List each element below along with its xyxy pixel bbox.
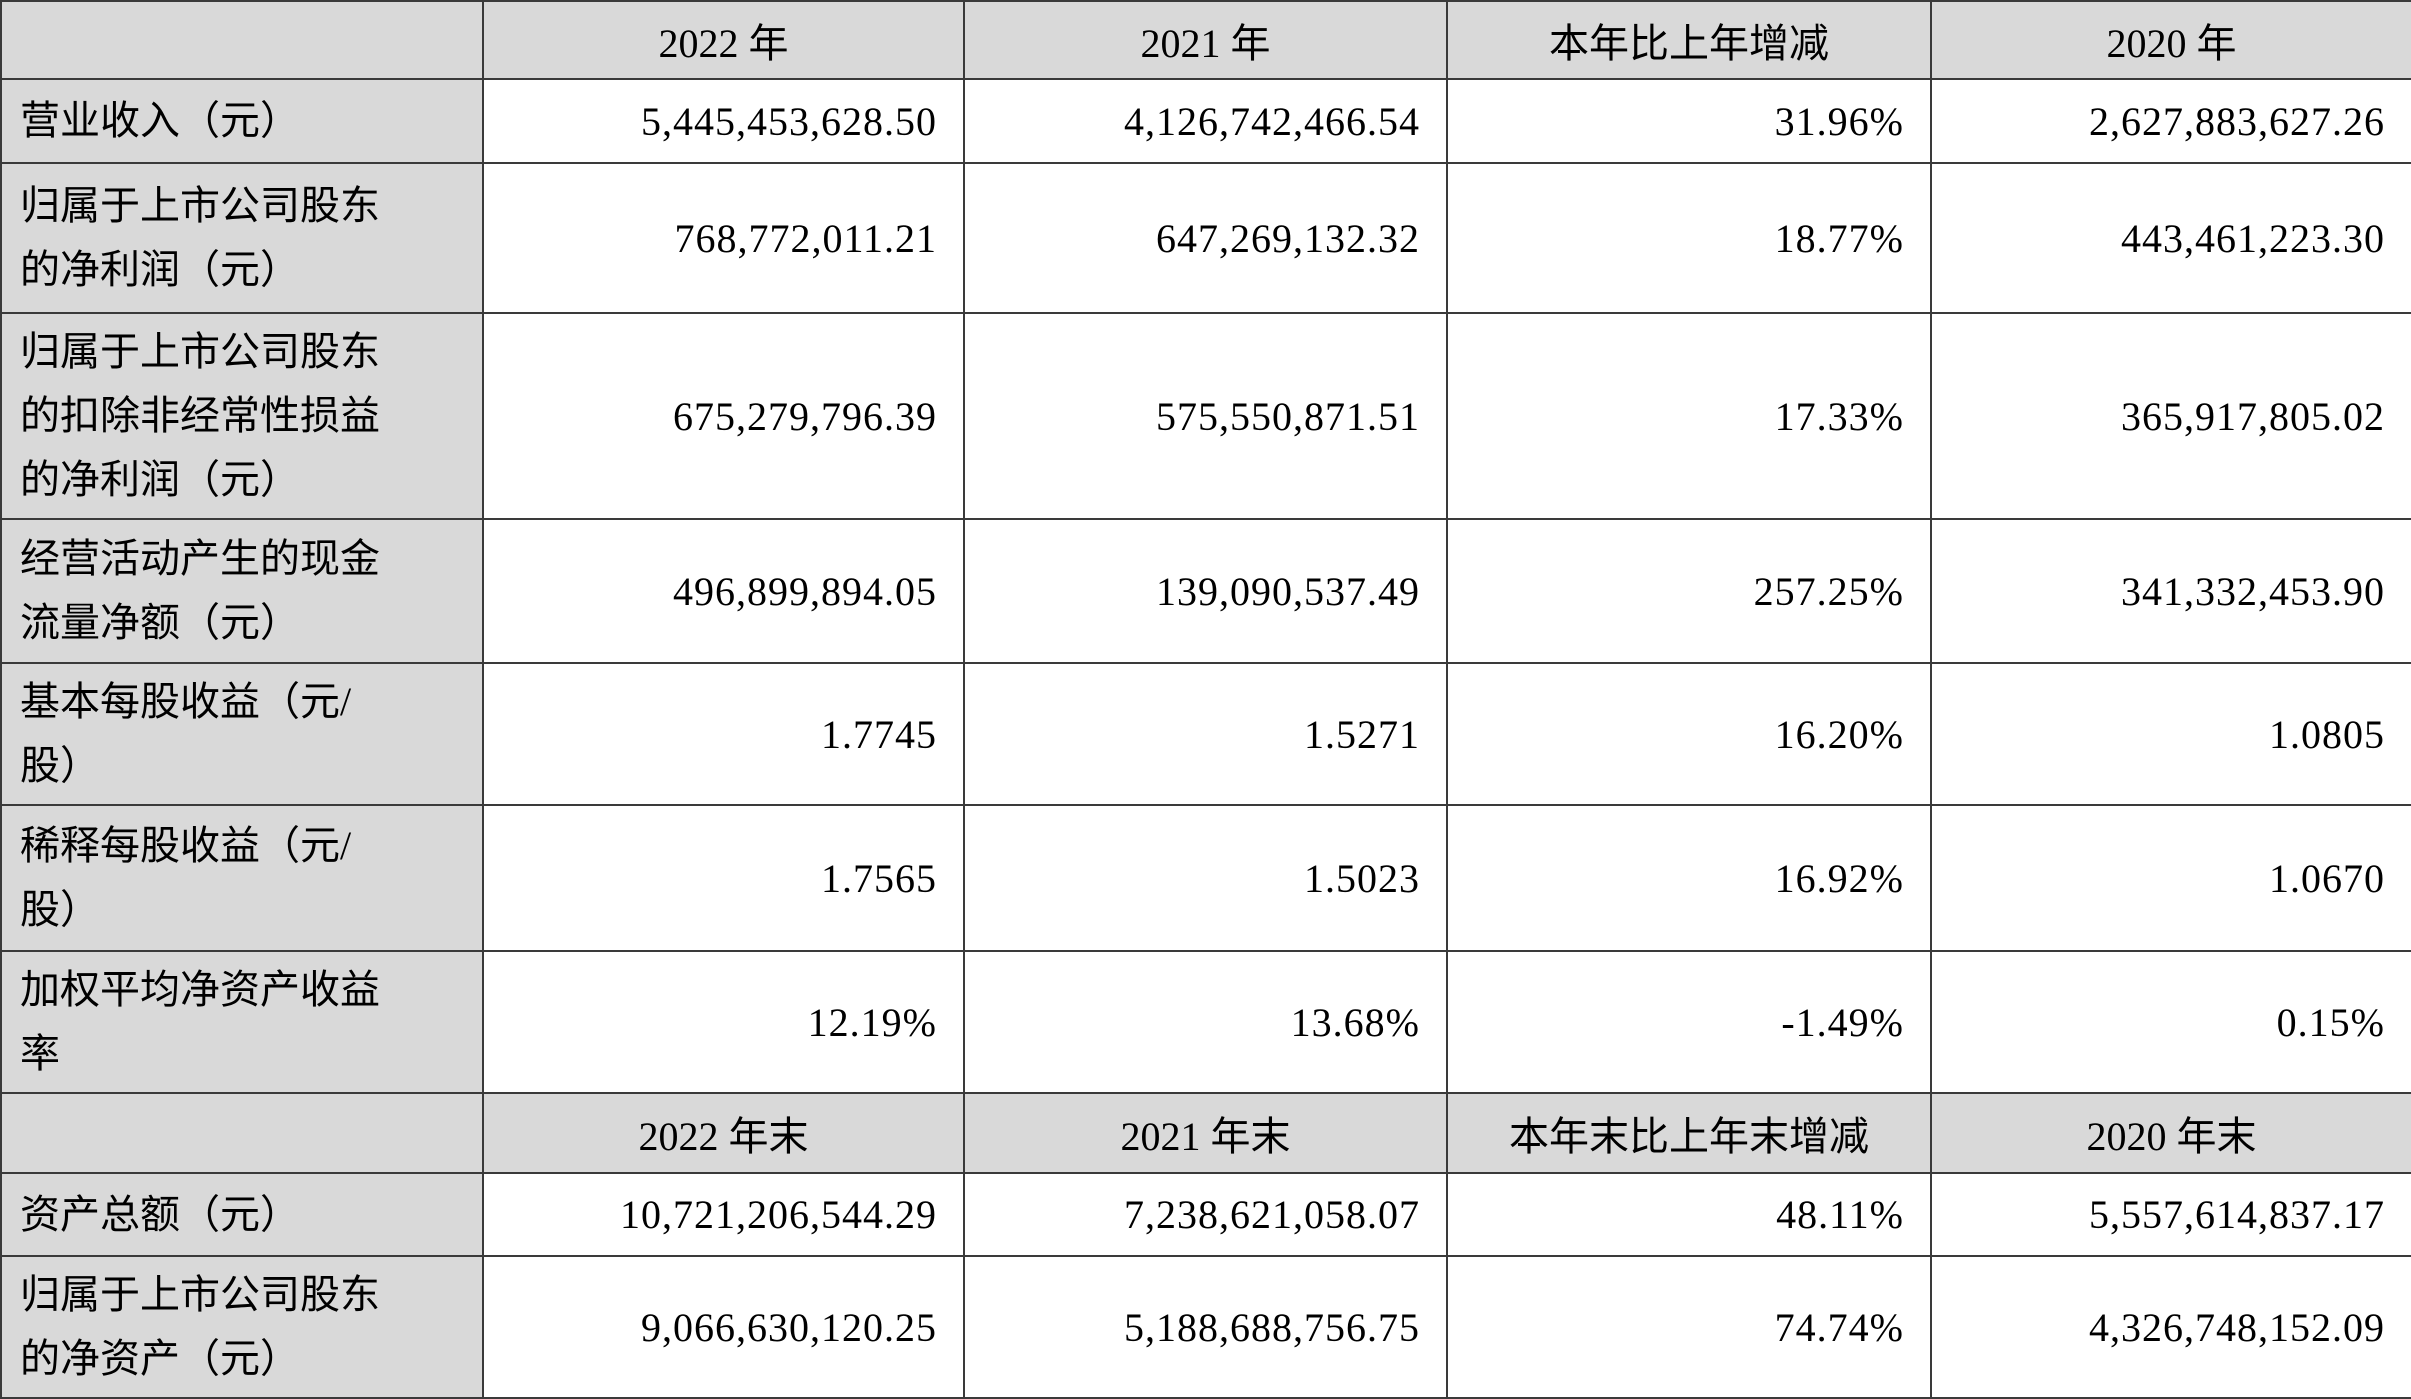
column-header-year-end-change: 本年末比上年末增减 xyxy=(1446,1092,1932,1174)
cell-value: 10,721,206,544.29 xyxy=(482,1172,965,1257)
cell-value: 496,899,894.05 xyxy=(482,518,965,664)
table-row-operating-cash-flow: 经营活动产生的现金流量净额（元） 496,899,894.05 139,090,… xyxy=(0,518,2411,664)
cell-value: 16.92% xyxy=(1446,804,1932,952)
cell-value: 18.77% xyxy=(1446,162,1932,314)
table-row-total-assets: 资产总额（元） 10,721,206,544.29 7,238,621,058.… xyxy=(0,1172,2411,1257)
column-header-2021: 2021 年 xyxy=(963,0,1448,80)
cell-value: 443,461,223.30 xyxy=(1930,162,2411,314)
cell-value: 7,238,621,058.07 xyxy=(963,1172,1448,1257)
cell-value: 1.7565 xyxy=(482,804,965,952)
header-blank-cell xyxy=(0,1092,484,1174)
table-row-net-profit-deducted: 归属于上市公司股东的扣除非经常性损益的净利润（元） 675,279,796.39… xyxy=(0,312,2411,520)
table-row-basic-eps: 基本每股收益（元/股） 1.7745 1.5271 16.20% 1.0805 xyxy=(0,662,2411,806)
cell-value: 16.20% xyxy=(1446,662,1932,806)
cell-value: 17.33% xyxy=(1446,312,1932,520)
cell-value: 575,550,871.51 xyxy=(963,312,1448,520)
cell-value: 139,090,537.49 xyxy=(963,518,1448,664)
header-row-annual: 2022 年 2021 年 本年比上年增减 2020 年 xyxy=(0,0,2411,80)
row-label: 经营活动产生的现金流量净额（元） xyxy=(0,518,484,664)
column-header-2022: 2022 年 xyxy=(482,0,965,80)
cell-value: 31.96% xyxy=(1446,78,1932,164)
header-blank-cell xyxy=(0,0,484,80)
cell-value: 768,772,011.21 xyxy=(482,162,965,314)
cell-value: 13.68% xyxy=(963,950,1448,1094)
cell-value: 1.5023 xyxy=(963,804,1448,952)
column-header-2020: 2020 年 xyxy=(1930,0,2411,80)
row-label: 稀释每股收益（元/股） xyxy=(0,804,484,952)
cell-value: 1.0670 xyxy=(1930,804,2411,952)
table-row-net-assets: 归属于上市公司股东的净资产（元） 9,066,630,120.25 5,188,… xyxy=(0,1255,2411,1399)
header-row-year-end: 2022 年末 2021 年末 本年末比上年末增减 2020 年末 xyxy=(0,1092,2411,1174)
table-row-revenue: 营业收入（元） 5,445,453,628.50 4,126,742,466.5… xyxy=(0,78,2411,164)
column-header-2022-end: 2022 年末 xyxy=(482,1092,965,1174)
column-header-2021-end: 2021 年末 xyxy=(963,1092,1448,1174)
cell-value: 365,917,805.02 xyxy=(1930,312,2411,520)
cell-value: 1.7745 xyxy=(482,662,965,806)
row-label: 基本每股收益（元/股） xyxy=(0,662,484,806)
cell-value: 675,279,796.39 xyxy=(482,312,965,520)
table-row-diluted-eps: 稀释每股收益（元/股） 1.7565 1.5023 16.92% 1.0670 xyxy=(0,804,2411,952)
cell-value: 341,332,453.90 xyxy=(1930,518,2411,664)
row-label: 归属于上市公司股东的扣除非经常性损益的净利润（元） xyxy=(0,312,484,520)
row-label: 加权平均净资产收益率 xyxy=(0,950,484,1094)
cell-value: 0.15% xyxy=(1930,950,2411,1094)
cell-value: 9,066,630,120.25 xyxy=(482,1255,965,1399)
table-row-net-profit: 归属于上市公司股东的净利润（元） 768,772,011.21 647,269,… xyxy=(0,162,2411,314)
table-row-weighted-roe: 加权平均净资产收益率 12.19% 13.68% -1.49% 0.15% xyxy=(0,950,2411,1094)
row-label: 营业收入（元） xyxy=(0,78,484,164)
cell-value: 1.5271 xyxy=(963,662,1448,806)
column-header-2020-end: 2020 年末 xyxy=(1930,1092,2411,1174)
row-label: 归属于上市公司股东的净资产（元） xyxy=(0,1255,484,1399)
cell-value: 12.19% xyxy=(482,950,965,1094)
cell-value: 647,269,132.32 xyxy=(963,162,1448,314)
cell-value: 1.0805 xyxy=(1930,662,2411,806)
cell-value: 4,326,748,152.09 xyxy=(1930,1255,2411,1399)
cell-value: 257.25% xyxy=(1446,518,1932,664)
cell-value: 74.74% xyxy=(1446,1255,1932,1399)
row-label: 资产总额（元） xyxy=(0,1172,484,1257)
cell-value: 48.11% xyxy=(1446,1172,1932,1257)
cell-value: 5,445,453,628.50 xyxy=(482,78,965,164)
row-label: 归属于上市公司股东的净利润（元） xyxy=(0,162,484,314)
cell-value: 5,557,614,837.17 xyxy=(1930,1172,2411,1257)
cell-value: 4,126,742,466.54 xyxy=(963,78,1448,164)
cell-value: 2,627,883,627.26 xyxy=(1930,78,2411,164)
column-header-yoy-change: 本年比上年增减 xyxy=(1446,0,1932,80)
cell-value: 5,188,688,756.75 xyxy=(963,1255,1448,1399)
cell-value: -1.49% xyxy=(1446,950,1932,1094)
